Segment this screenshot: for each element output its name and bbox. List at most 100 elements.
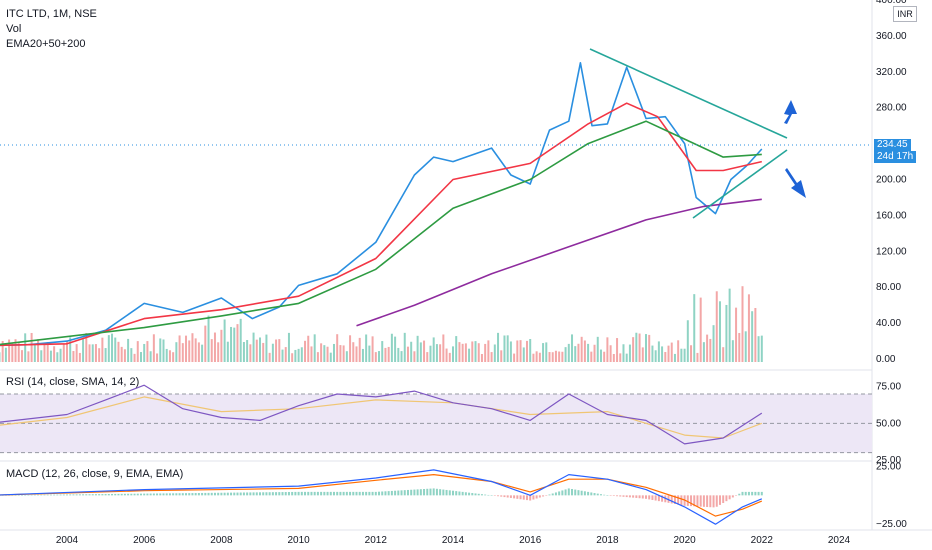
macd-hist-bar bbox=[201, 492, 204, 496]
volume-bar bbox=[419, 342, 422, 362]
volume-bar bbox=[657, 341, 660, 362]
volume-bar bbox=[693, 294, 696, 362]
volume-bar bbox=[371, 336, 374, 362]
macd-hist-bar bbox=[593, 493, 596, 496]
volume-bar bbox=[529, 339, 532, 362]
macd-hist-bar bbox=[349, 491, 352, 496]
volume-bar bbox=[612, 353, 615, 362]
macd-hist-bar bbox=[162, 493, 165, 496]
macd-hist-bar bbox=[519, 495, 522, 500]
volume-label[interactable]: Vol bbox=[6, 23, 22, 35]
macd-hist-bar bbox=[284, 492, 287, 496]
volume-bar bbox=[332, 343, 335, 362]
volume-bar bbox=[731, 340, 734, 362]
volume-bar bbox=[554, 350, 557, 362]
macd-hist-bar bbox=[371, 491, 374, 496]
volume-bar bbox=[718, 301, 721, 362]
macd-hist-bar bbox=[468, 492, 471, 496]
macd-hist-bar bbox=[342, 491, 345, 496]
volume-bar bbox=[255, 339, 258, 362]
volume-bar bbox=[281, 349, 284, 362]
macd-hist-bar bbox=[365, 491, 368, 496]
volume-bar bbox=[641, 347, 644, 362]
macd-hist-bar bbox=[657, 495, 660, 502]
macd-hist-bar bbox=[297, 491, 300, 496]
macd-hist-bar bbox=[738, 493, 741, 496]
macd-hist-bar bbox=[484, 494, 487, 496]
macd-hist-bar bbox=[599, 494, 602, 496]
currency-badge[interactable]: INR bbox=[893, 6, 917, 22]
macd-hist-bar bbox=[120, 493, 123, 496]
volume-bar bbox=[477, 343, 480, 362]
volume-bar bbox=[712, 325, 715, 362]
macd-hist-bar bbox=[458, 491, 461, 496]
macd-hist-bar bbox=[185, 493, 188, 496]
volume-bar bbox=[24, 333, 27, 362]
volume-bar bbox=[43, 344, 46, 362]
volume-bar bbox=[593, 344, 596, 362]
volume-bar bbox=[699, 297, 702, 362]
symbol-title[interactable]: ITC LTD, 1M, NSE bbox=[6, 8, 97, 20]
macd-hist-bar bbox=[66, 494, 68, 496]
macd-hist-bar bbox=[246, 492, 249, 496]
macd-hist-bar bbox=[149, 493, 152, 496]
volume-bar bbox=[683, 348, 686, 362]
volume-bar bbox=[455, 336, 458, 362]
volume-bar bbox=[168, 350, 171, 362]
macd-hist-bar bbox=[390, 490, 393, 496]
rsi-label[interactable]: RSI (14, close, SMA, 14, 2) bbox=[6, 376, 140, 388]
volume-bar bbox=[62, 343, 65, 362]
macd-hist-bar bbox=[583, 491, 586, 496]
volume-bar bbox=[516, 340, 519, 362]
macd-hist-bar bbox=[368, 491, 371, 496]
macd-hist-bar bbox=[564, 489, 567, 496]
volume-bar bbox=[217, 342, 220, 362]
price-tick: 0.00 bbox=[876, 354, 896, 365]
macd-hist-bar bbox=[143, 493, 146, 496]
macd-hist-bar bbox=[130, 493, 133, 496]
macd-hist-bar bbox=[702, 495, 705, 507]
volume-bar bbox=[284, 347, 287, 362]
macd-hist-bar bbox=[754, 491, 757, 496]
macd-hist-bar bbox=[561, 490, 564, 496]
volume-bar bbox=[4, 347, 7, 362]
volume-bar bbox=[445, 348, 448, 362]
macd-hist-bar bbox=[223, 492, 226, 496]
volume-bar bbox=[66, 340, 68, 362]
volume-bar bbox=[686, 320, 689, 362]
volume-bar bbox=[500, 350, 503, 362]
volume-bar bbox=[146, 341, 149, 362]
volume-bar bbox=[30, 332, 33, 362]
macd-hist-bar bbox=[127, 493, 130, 496]
macd-hist-bar bbox=[313, 491, 316, 496]
volume-bar bbox=[185, 335, 188, 362]
volume-bar bbox=[320, 343, 323, 362]
macd-hist-bar bbox=[493, 495, 496, 496]
macd-hist-bar bbox=[37, 494, 40, 496]
volume-bar bbox=[567, 343, 570, 362]
macd-label[interactable]: MACD (12, 26, close, 9, EMA, EMA) bbox=[6, 468, 184, 480]
volume-bar bbox=[69, 337, 72, 362]
macd-hist-bar bbox=[133, 493, 136, 496]
macd-hist-bar bbox=[307, 491, 310, 496]
macd-hist-bar bbox=[33, 494, 36, 496]
volume-bar bbox=[345, 351, 348, 362]
volume-bar bbox=[271, 343, 274, 362]
macd-hist-bar bbox=[725, 495, 728, 502]
volume-bar bbox=[1, 341, 4, 362]
volume-bar bbox=[397, 347, 400, 362]
volume-bar bbox=[287, 332, 290, 362]
ema20-line bbox=[0, 102, 762, 347]
ema-label[interactable]: EMA20+50+200 bbox=[6, 38, 86, 50]
up-arrow-icon bbox=[784, 100, 797, 124]
volume-bar bbox=[310, 346, 313, 362]
macd-hist-bar bbox=[82, 494, 85, 496]
volume-bar bbox=[162, 339, 165, 362]
price-tick: 80.00 bbox=[876, 282, 901, 293]
macd-hist-bar bbox=[278, 492, 281, 496]
volume-bar bbox=[506, 335, 509, 362]
volume-bar bbox=[85, 332, 88, 362]
volume-bar bbox=[236, 324, 239, 362]
volume-bar bbox=[249, 344, 252, 362]
